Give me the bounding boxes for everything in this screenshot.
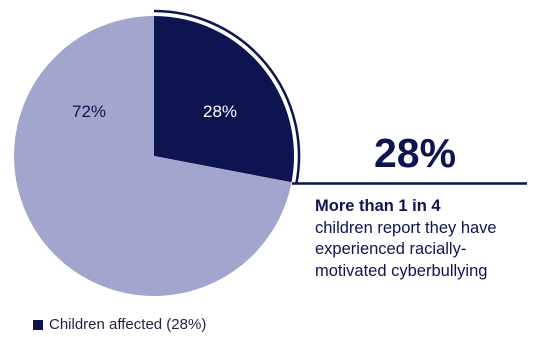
callout-description: children report they have experienced ra… — [315, 218, 497, 280]
legend: Children affected (28%) — [33, 316, 206, 333]
slice-label-not-affected: 72% — [72, 102, 106, 121]
callout-headline: More than 1 in 4 — [315, 197, 441, 215]
callout-value: 28% — [373, 130, 457, 176]
pie-slice-not-affected — [13, 16, 292, 296]
slice-label-affected: 28% — [203, 102, 237, 121]
callout-text-block: More than 1 in 4 children report they ha… — [315, 196, 535, 282]
legend-label: Children affected (28%) — [49, 316, 207, 333]
pie-slice-affected — [154, 16, 294, 183]
highlight-arc — [153, 9, 301, 184]
legend-swatch — [33, 319, 43, 330]
